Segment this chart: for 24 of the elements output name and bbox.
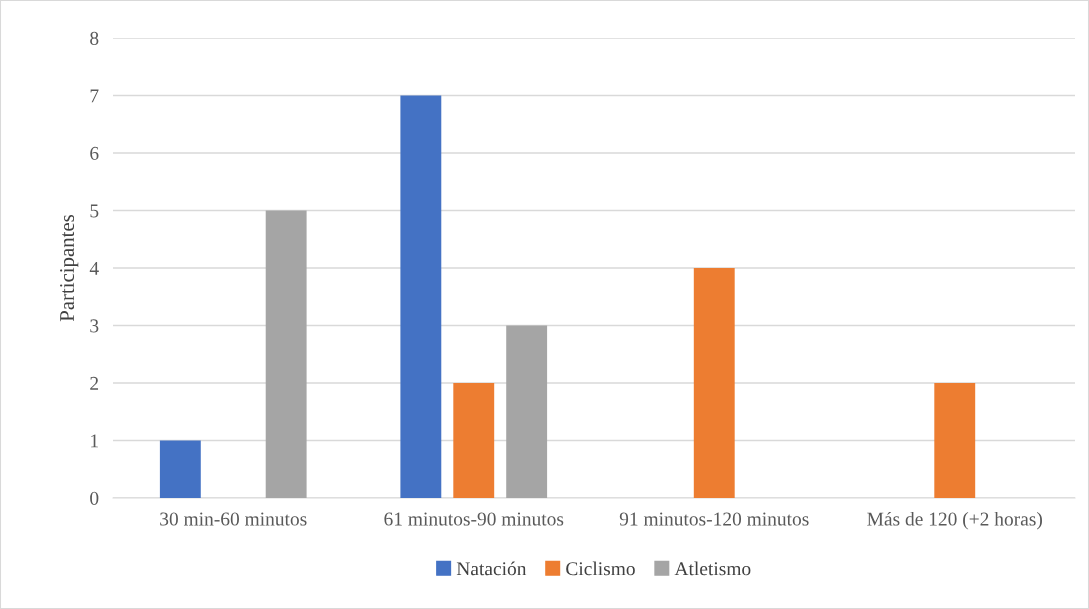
- x-tick-label: Más de 120 (+2 horas): [867, 511, 1042, 530]
- x-tick-label: 30 min-60 minutos: [160, 512, 307, 526]
- y-tick-label: 3: [90, 319, 99, 333]
- bar: [934, 383, 976, 498]
- bar: [693, 268, 735, 498]
- y-tick-label: 2: [90, 376, 99, 390]
- legend-label: Ciclismo: [566, 561, 635, 576]
- y-tick-label: 4: [89, 261, 99, 275]
- bar: [159, 440, 201, 498]
- bar: [400, 95, 442, 498]
- y-axis-title: Participantes: [60, 214, 79, 322]
- y-tick-label: 7: [90, 89, 99, 103]
- y-tick-label: 0: [90, 491, 99, 505]
- bar: [453, 383, 495, 498]
- legend-label: Atletismo: [674, 561, 751, 576]
- y-tick-label: 6: [90, 146, 99, 160]
- x-tick-label: 61 minutos-90 minutos: [384, 512, 564, 526]
- x-tick-label: 91 minutos-120 minutos: [619, 512, 809, 526]
- bar: [506, 325, 548, 498]
- bar: [265, 210, 307, 498]
- y-tick-label: 8: [90, 31, 99, 45]
- y-tick-label: 1: [91, 434, 98, 448]
- y-tick-label: 5: [90, 204, 99, 218]
- legend-label: Natación: [456, 561, 527, 576]
